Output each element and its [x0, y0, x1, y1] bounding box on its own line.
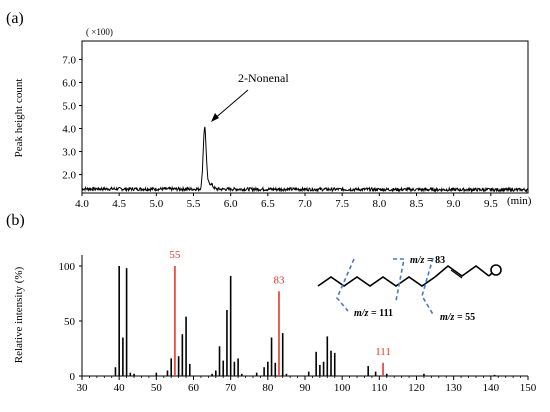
peak-label-111: 111 [375, 346, 391, 358]
chart-b-ytick-label: 0 [70, 371, 76, 383]
chart-a-ylabel: Peak height count [13, 79, 25, 158]
carbonyl-bond [488, 272, 493, 277]
chart-b-xtick-label: 50 [151, 382, 163, 394]
molecule-structure [317, 264, 502, 287]
chart-b-xtick-label: 110 [371, 382, 388, 394]
chart-b-xtick-label: 70 [225, 382, 237, 394]
chart-a-xtick-label: 9.5 [484, 198, 498, 210]
carbon-chain [317, 264, 490, 287]
chart-b-xtick-label: 90 [300, 382, 312, 394]
annotation-arrow-head [211, 113, 219, 122]
chart-b-xtick-label: 100 [334, 382, 351, 394]
peak-annotation: 2-Nonenal [238, 71, 289, 85]
chart-b-xtick-label: 40 [114, 382, 126, 394]
chart-a-xtick-label: 8.5 [410, 198, 424, 210]
chart-a-xtick-label: 7.0 [298, 198, 312, 210]
annotation-arrow-line [212, 89, 249, 121]
chart-b-xtick-label: 30 [77, 382, 89, 394]
double-bond [450, 269, 463, 279]
chart-b-xtick-label: 80 [262, 382, 274, 394]
fragment-line-83 [393, 258, 405, 302]
chart-b-ytick-label: 100 [59, 261, 76, 273]
chart-a-xtick-label: 4.0 [75, 198, 89, 210]
fragment-label-55: m/z = 55 [440, 312, 475, 323]
peak-label-83: 83 [273, 274, 285, 286]
peak-label-55: 55 [169, 249, 181, 261]
chart-a-xtick-label: 9.0 [447, 198, 461, 210]
chart-b-xtick-label: 140 [483, 382, 500, 394]
chart-a-xtick-label: 5.0 [149, 198, 163, 210]
chart-b-xtick-label: 150 [520, 382, 537, 394]
chart-a-ytick-label: 3.0 [62, 147, 76, 159]
chart-b-xtick-label: 120 [408, 382, 425, 394]
fragment-line-55 [421, 257, 435, 317]
fragment-label-111: m/z = 111 [354, 308, 393, 319]
chart-a-xtick-label: 6.5 [261, 198, 275, 210]
chart-b-ytick-label: 50 [64, 316, 76, 328]
fragment-line-111 [336, 258, 355, 312]
chart-b-xtick-label: 130 [445, 382, 462, 394]
chart-a-ytick-label: 2.0 [62, 170, 76, 182]
chart-a-xtick-label: 5.5 [187, 198, 201, 210]
panel-label-b: (b) [6, 212, 25, 229]
panel-label-a: (a) [6, 10, 24, 27]
chart-a-xtick-label: 8.0 [372, 198, 386, 210]
chart-a-xlabel: (min) [507, 195, 532, 207]
fragment-label-83: m/z = 83 [410, 255, 445, 266]
chart-a-ytick-label: 6.0 [62, 77, 76, 89]
oxygen-atom [490, 264, 502, 276]
chart-a-ytick-label: 7.0 [62, 54, 76, 66]
chart-a-xtick-label: 7.5 [335, 198, 349, 210]
chart-b-ylabel: Relative intensity (%) [13, 266, 25, 363]
fragment-lines [336, 257, 435, 317]
chart-a-xtick-label: 6.0 [224, 198, 238, 210]
chart-a-frame [81, 40, 529, 194]
chart-b-xtick-label: 60 [188, 382, 200, 394]
chart-a-xtick-label: 4.5 [112, 198, 126, 210]
chart-a-ytick-label: 5.0 [62, 100, 76, 112]
chart-a-ytick-label: 4.0 [62, 124, 76, 136]
chart-a-multiplier: ( ×100) [86, 27, 113, 37]
chromatogram-line [81, 126, 529, 194]
